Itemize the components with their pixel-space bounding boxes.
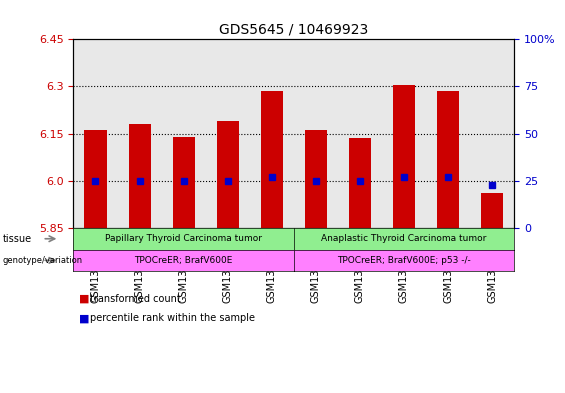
Text: tissue: tissue — [3, 234, 32, 244]
Bar — [162, 39, 206, 228]
Bar — [73, 39, 118, 228]
Bar — [305, 130, 327, 228]
Title: GDS5645 / 10469923: GDS5645 / 10469923 — [219, 23, 368, 37]
Text: ■: ■ — [79, 294, 90, 304]
Bar — [128, 124, 150, 228]
Bar — [118, 39, 162, 228]
Text: ■: ■ — [79, 313, 90, 323]
Bar — [206, 39, 250, 228]
Bar — [382, 39, 426, 228]
Bar — [437, 91, 459, 228]
Bar — [85, 130, 106, 228]
Bar — [217, 121, 238, 228]
Bar — [470, 39, 514, 228]
Text: TPOCreER; BrafV600E; p53 -/-: TPOCreER; BrafV600E; p53 -/- — [337, 256, 471, 265]
Text: TPOCreER; BrafV600E: TPOCreER; BrafV600E — [134, 256, 233, 265]
Bar — [481, 193, 503, 228]
Bar — [393, 85, 415, 228]
Bar — [173, 137, 194, 228]
Text: transformed count: transformed count — [90, 294, 181, 304]
Text: percentile rank within the sample: percentile rank within the sample — [90, 313, 255, 323]
Bar — [426, 39, 470, 228]
Text: Papillary Thyroid Carcinoma tumor: Papillary Thyroid Carcinoma tumor — [105, 234, 262, 243]
Text: genotype/variation: genotype/variation — [3, 256, 83, 265]
Bar — [338, 39, 382, 228]
Bar — [294, 39, 338, 228]
Bar — [250, 39, 294, 228]
Bar — [261, 91, 283, 228]
Text: Anaplastic Thyroid Carcinoma tumor: Anaplastic Thyroid Carcinoma tumor — [321, 234, 486, 243]
Bar — [349, 138, 371, 228]
